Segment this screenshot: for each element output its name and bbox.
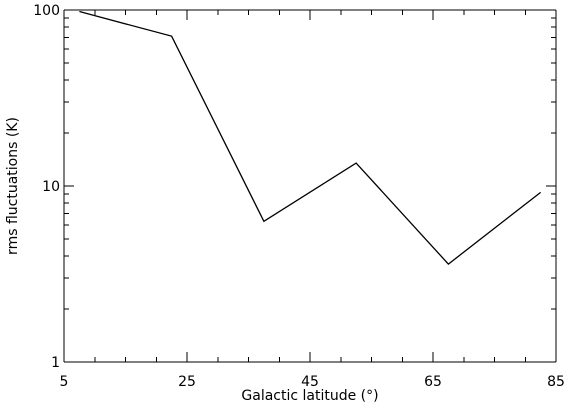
y-tick-label: 100 (33, 3, 60, 19)
plot-frame (63, 9, 557, 363)
y-axis-tick-labels: 1 10 100 (33, 3, 60, 371)
x-axis-title: Galactic latitude (°) (241, 388, 378, 404)
y-axis-ticks (64, 9, 556, 363)
rms-fluctuations-line (79, 10, 542, 265)
x-axis-ticks (63, 10, 557, 362)
y-axis-title: rms fluctuations (K) (5, 117, 21, 255)
y-tick-label: 10 (42, 179, 60, 195)
x-axis-tick-labels: 5 25 45 65 85 (60, 374, 565, 390)
x-tick-label: 65 (424, 374, 442, 390)
x-tick-label: 85 (547, 374, 565, 390)
y-tick-label: 1 (51, 355, 60, 371)
x-tick-label: 25 (178, 374, 196, 390)
x-tick-label: 45 (301, 374, 319, 390)
x-tick-label: 5 (60, 374, 69, 390)
series-layer (79, 10, 542, 265)
